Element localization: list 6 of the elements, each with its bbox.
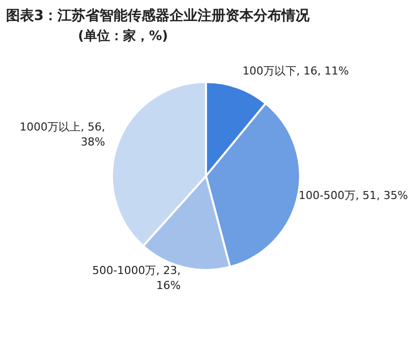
chart-subtitle: (单位：家，%) — [78, 28, 168, 44]
slice-label: 100万以下, 16, 11% — [242, 64, 349, 78]
slice-label: 1000万以上, 56, 38% — [20, 120, 106, 148]
slice-label: 500-1000万, 23, 16% — [92, 264, 181, 292]
slice-label: 100-500万, 51, 35% — [298, 189, 408, 202]
chart-title: 图表3：江苏省智能传感器企业注册资本分布情况 — [6, 7, 311, 24]
